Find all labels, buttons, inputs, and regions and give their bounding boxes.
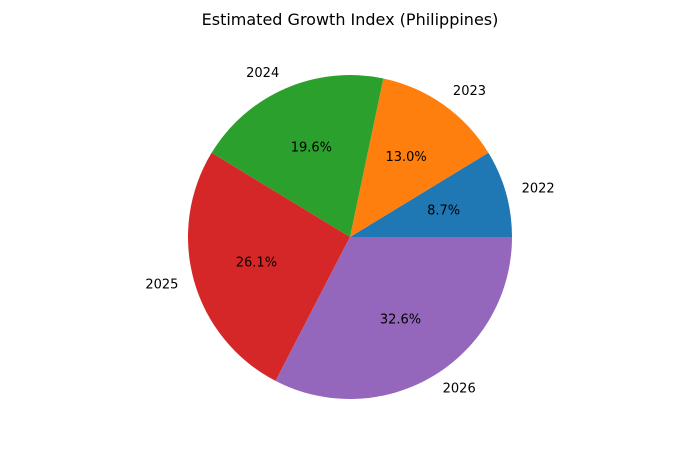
pie-category-label-2023: 2023 bbox=[453, 84, 486, 99]
pie-category-label-2022: 2022 bbox=[522, 181, 555, 196]
pie-value-label-2024: 19.6% bbox=[291, 140, 332, 155]
pie-slice-2026 bbox=[275, 237, 512, 399]
pie-slice-2025 bbox=[188, 152, 350, 381]
pie-slice-2024 bbox=[211, 75, 384, 238]
pie-labels: 8.7% 2022 13.0% 2023 19.6% 2024 26.1% 2025 32.6%… bbox=[145, 66, 554, 397]
pie-slices bbox=[188, 75, 512, 399]
pie-category-label-2026: 2026 bbox=[443, 382, 476, 397]
pie-value-label-2026: 32.6% bbox=[380, 313, 421, 328]
pie-slice-2022 bbox=[350, 152, 512, 237]
chart-title: Estimated Growth Index (Philippines) bbox=[201, 10, 499, 29]
pie-category-label-2025: 2025 bbox=[145, 278, 178, 293]
pie-value-label-2022: 8.7% bbox=[427, 203, 460, 218]
pie-value-label-2025: 26.1% bbox=[236, 256, 277, 271]
pie-slice-2023 bbox=[350, 78, 489, 237]
pie-category-label-2024: 2024 bbox=[246, 66, 279, 81]
pie-value-label-2023: 13.0% bbox=[385, 150, 426, 165]
